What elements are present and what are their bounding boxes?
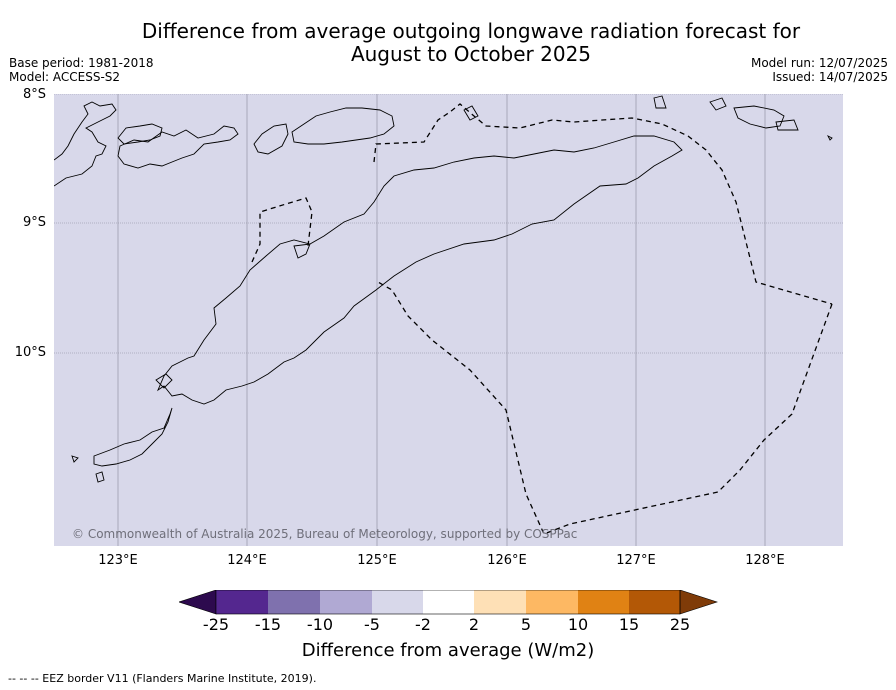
map-panel[interactable] <box>54 94 843 546</box>
colorbar-bin-9 <box>629 590 680 614</box>
coast-islet-5 <box>463 105 479 121</box>
coast-ndao <box>71 455 79 463</box>
coast-semau <box>155 373 173 389</box>
coast-islet-6 <box>95 471 105 483</box>
coast-atauro <box>253 123 289 155</box>
colorbar-tick-6: 2 <box>468 615 480 634</box>
lat-label-9s: 9°S <box>22 215 46 230</box>
meta-right: Model run: 12/07/2025 Issued: 14/07/2025 <box>751 56 888 84</box>
model-name: Model: ACCESS-S2 <box>9 70 121 84</box>
issued-date: Issued: 14/07/2025 <box>772 70 888 84</box>
colorbar-tick-8: 10 <box>567 615 589 634</box>
chart-title: Difference from average outgoing longwav… <box>0 20 896 66</box>
copyright-notice: © Commonwealth of Australia 2025, Bureau… <box>72 527 578 541</box>
lon-label-128e: 128°E <box>745 553 785 568</box>
colorbar-tick-10: 25 <box>669 615 691 634</box>
colorbar-bin-4 <box>372 590 423 614</box>
colorbar-outline <box>215 590 681 615</box>
colorbar-tick-5: -2 <box>415 615 431 634</box>
model-run: Model run: 12/07/2025 <box>750 56 888 70</box>
eez-border-south <box>377 281 833 535</box>
colorbar-tick-4: -5 <box>364 615 380 634</box>
lon-label-124e: 124°E <box>227 553 267 568</box>
colorbar-bin-5 <box>423 590 474 614</box>
coast-flores-east <box>54 101 117 187</box>
coast-islet-2 <box>733 105 785 129</box>
colorbar-extend-high <box>679 590 718 615</box>
lat-label-8s: 8°S <box>22 87 46 102</box>
colorbar-tick-3: -10 <box>306 615 334 634</box>
colorbar <box>179 590 718 615</box>
colorbar-bin-2 <box>268 590 320 614</box>
coast-islet-3 <box>775 119 799 131</box>
colorbar-tick-1: -25 <box>202 615 230 634</box>
lon-label-123e: 123°E <box>98 553 138 568</box>
coastlines <box>54 95 833 483</box>
lon-label-126e: 126°E <box>487 553 527 568</box>
title-line-2: August to October 2025 <box>350 42 592 66</box>
colorbar-bin-8 <box>578 590 629 614</box>
coast-wetar <box>291 107 395 145</box>
coast-rote <box>93 407 173 467</box>
colorbar-extend-low <box>179 590 217 615</box>
coast-islet-1 <box>709 97 727 111</box>
colorbar-label: Difference from average (W/m2) <box>301 640 595 661</box>
colorbar-bin-6 <box>474 590 526 614</box>
colorbar-tick-2: -15 <box>254 615 282 634</box>
coast-islet-4 <box>653 95 667 109</box>
eez-border-west <box>251 197 313 263</box>
lon-label-127e: 127°E <box>616 553 656 568</box>
coast-oecusse <box>293 243 311 259</box>
lat-label-10s: 10°S <box>14 345 46 360</box>
colorbar-bin-3 <box>320 590 372 614</box>
colorbar-bin-7 <box>526 590 578 614</box>
eez-borders <box>251 103 833 535</box>
coast-islet-7 <box>826 134 833 141</box>
coast-timor-main <box>156 135 683 405</box>
colorbar-bin-1 <box>216 590 268 614</box>
eez-footnote: -- -- -- EEZ border V11 (Flanders Marine… <box>8 672 317 685</box>
coast-alor-pantar <box>117 125 239 169</box>
colorbar-tick-7: 5 <box>520 615 532 634</box>
lon-label-125e: 125°E <box>357 553 397 568</box>
coast-pantar-north <box>117 123 163 145</box>
map-background <box>54 94 843 546</box>
colorbar-tick-9: 15 <box>618 615 640 634</box>
title-line-1: Difference from average outgoing longwav… <box>141 19 801 43</box>
base-period: Base period: 1981-2018 <box>9 56 154 70</box>
meta-left: Base period: 1981-2018 Model: ACCESS-S2 <box>9 56 154 84</box>
